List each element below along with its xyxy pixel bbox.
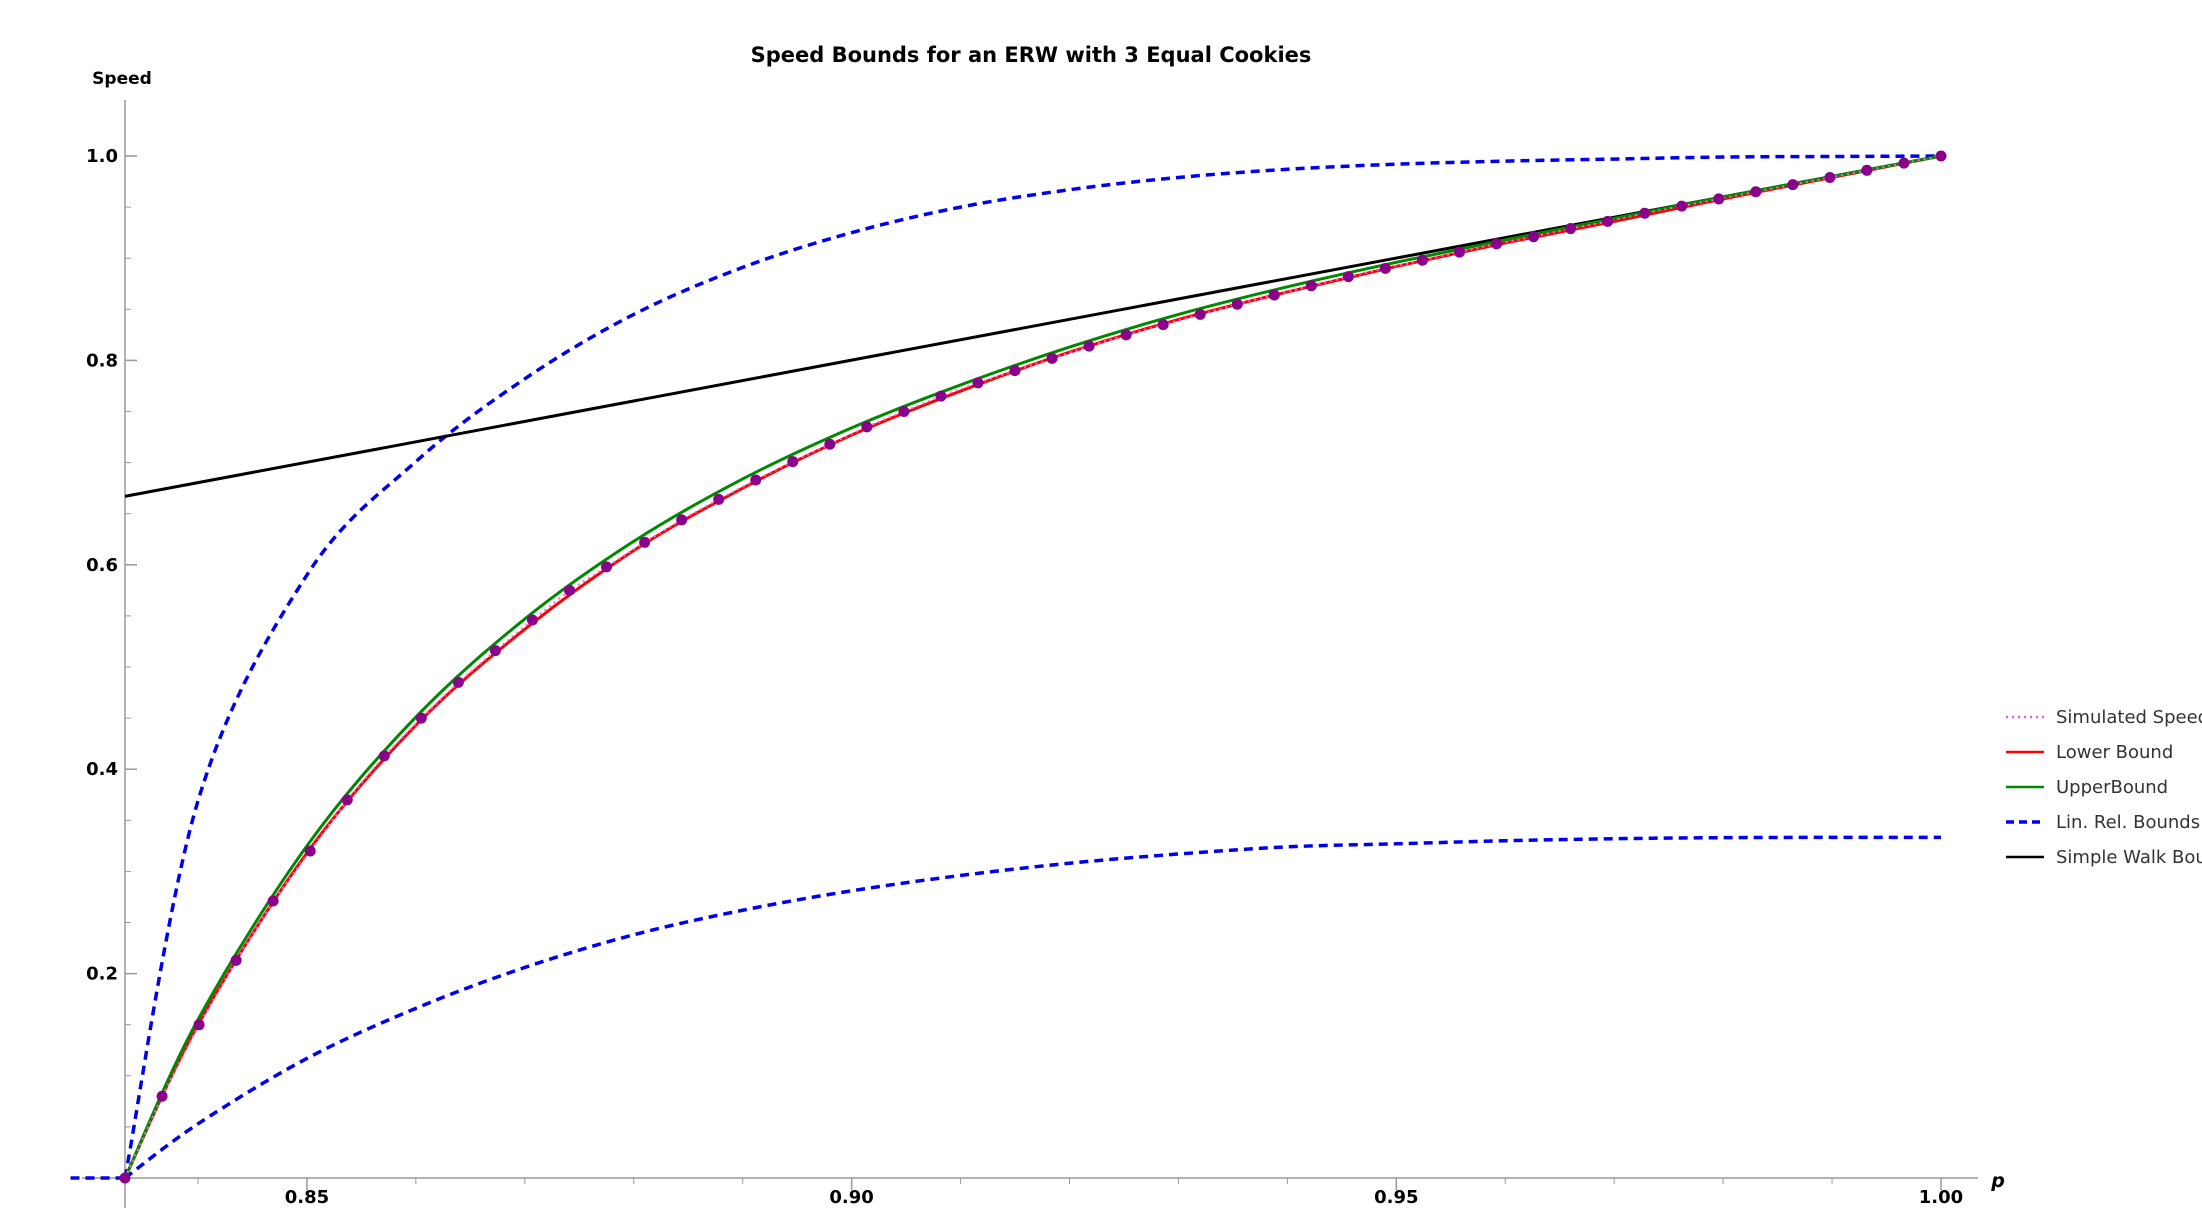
series-line-lin-rel-bounds <box>123 835 1942 1180</box>
y-tick-label: 0.4 <box>86 759 118 780</box>
y-tick-label: 1.0 <box>86 146 118 167</box>
data-point-simulated-speed <box>1528 231 1540 243</box>
data-point-simulated-speed <box>1639 207 1651 219</box>
data-point-simulated-speed <box>304 845 316 857</box>
data-point-simulated-speed <box>452 676 464 688</box>
data-point-simulated-speed <box>489 645 501 657</box>
data-point-simulated-speed <box>526 614 538 626</box>
data-point-simulated-speed <box>1750 186 1762 198</box>
data-point-simulated-speed <box>1565 223 1577 235</box>
data-point-simulated-speed <box>972 377 984 389</box>
legend-label: Lin. Rel. Bounds <box>2056 812 2200 833</box>
plot-area <box>70 150 1947 1184</box>
data-point-simulated-speed <box>1305 280 1317 292</box>
series-line-upperbound <box>123 154 1942 1179</box>
series-line-lin-rel-bounds <box>123 154 1942 1179</box>
data-point-simulated-speed <box>1046 352 1058 364</box>
data-point-simulated-speed <box>1231 298 1243 310</box>
data-point-simulated-speed <box>1194 308 1206 320</box>
y-tick-label: 0.2 <box>86 964 118 985</box>
data-point-simulated-speed <box>1491 238 1503 250</box>
data-point-simulated-speed <box>267 895 279 907</box>
legend: Simulated Speed Lower Bound UpperBound Lin.… <box>2006 707 2202 868</box>
data-point-simulated-speed <box>378 750 390 762</box>
data-point-simulated-speed <box>1713 193 1725 205</box>
series-line-simulated-speed <box>124 155 1942 1179</box>
data-point-simulated-speed <box>1083 340 1095 352</box>
data-point-simulated-speed <box>787 456 799 468</box>
legend-item: Simulated Speed <box>2006 707 2202 728</box>
legend-label: Simple Walk Bounds <box>2056 847 2202 868</box>
series-line-lower-bound <box>123 154 1942 1179</box>
data-point-simulated-speed <box>341 794 353 806</box>
data-point-simulated-speed <box>713 493 725 505</box>
chart-title: Speed Bounds for an ERW with 3 Equal Coo… <box>751 43 1312 67</box>
x-tick-label: 0.85 <box>285 1187 329 1208</box>
x-axis-label: p <box>1990 1170 2005 1192</box>
data-point-simulated-speed <box>861 421 873 433</box>
data-point-simulated-speed <box>563 584 575 596</box>
axes: 0.85 0.90 0.95 1.00 0.2 0.4 0.6 0.8 1.0 <box>82 100 1978 1208</box>
data-point-simulated-speed <box>1268 289 1280 301</box>
data-point-simulated-speed <box>1453 246 1465 258</box>
y-tick-label: 0.6 <box>86 555 118 576</box>
data-point-simulated-speed <box>1379 262 1391 274</box>
data-point-simulated-speed <box>1342 271 1354 283</box>
legend-label: Simulated Speed <box>2056 707 2202 728</box>
data-point-simulated-speed <box>1787 179 1799 191</box>
data-point-simulated-speed <box>1676 200 1688 212</box>
data-point-simulated-speed <box>1898 157 1910 169</box>
data-point-simulated-speed <box>824 438 836 450</box>
x-tick-label: 1.00 <box>1919 1187 1963 1208</box>
data-point-simulated-speed <box>935 390 947 402</box>
legend-item: Simple Walk Bounds <box>2006 847 2202 868</box>
x-tick-label: 0.90 <box>829 1187 873 1208</box>
data-point-simulated-speed <box>1416 254 1428 266</box>
data-point-simulated-speed <box>119 1172 131 1184</box>
data-point-simulated-speed <box>230 954 242 966</box>
data-point-simulated-speed <box>1120 329 1132 341</box>
legend-item: UpperBound <box>2006 777 2168 798</box>
data-point-simulated-speed <box>1009 365 1021 377</box>
y-tick-label: 0.8 <box>86 350 118 371</box>
y-axis-label: Speed <box>92 69 152 89</box>
data-point-simulated-speed <box>193 1019 205 1031</box>
data-point-simulated-speed <box>1935 150 1947 162</box>
data-point-simulated-speed <box>1824 171 1836 183</box>
data-point-simulated-speed <box>1157 319 1169 331</box>
legend-label: UpperBound <box>2056 777 2168 798</box>
data-point-simulated-speed <box>676 514 688 526</box>
data-point-simulated-speed <box>1602 215 1614 227</box>
data-point-simulated-speed <box>415 712 427 724</box>
x-tick-label: 0.95 <box>1374 1187 1418 1208</box>
data-point-simulated-speed <box>601 561 613 573</box>
data-point-simulated-speed <box>156 1090 168 1102</box>
legend-item: Lower Bound <box>2006 742 2173 763</box>
data-point-simulated-speed <box>1861 164 1873 176</box>
legend-label: Lower Bound <box>2056 742 2173 763</box>
legend-item: Lin. Rel. Bounds <box>2006 812 2200 833</box>
data-point-simulated-speed <box>750 474 762 486</box>
data-point-simulated-speed <box>639 536 651 548</box>
data-point-simulated-speed <box>898 406 910 417</box>
